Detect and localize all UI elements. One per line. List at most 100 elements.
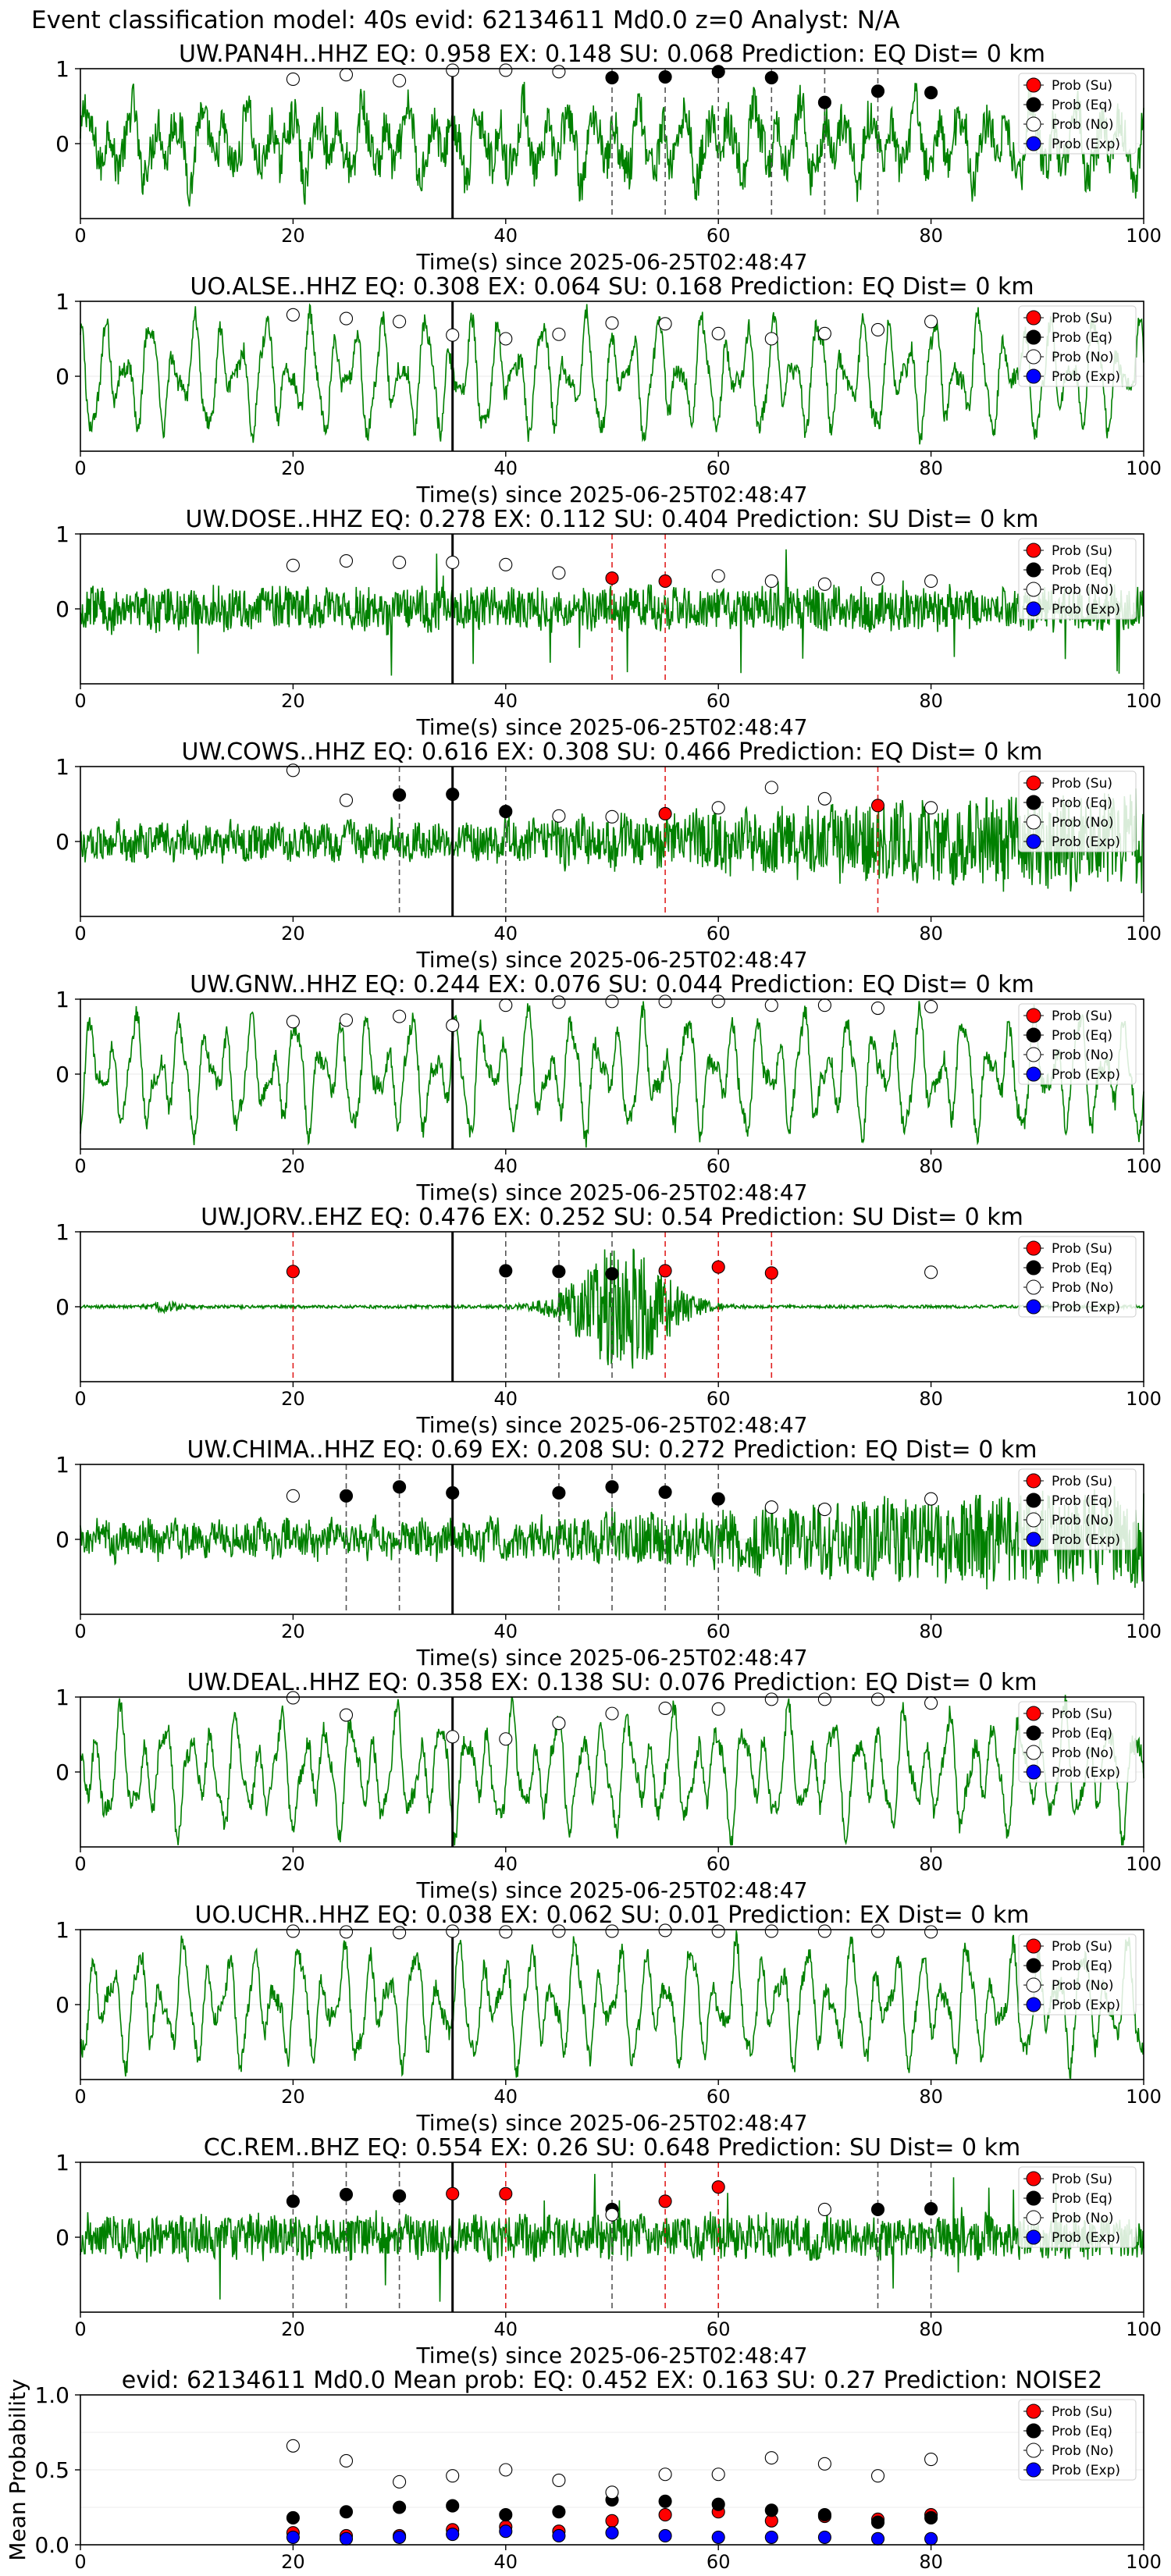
prob-marker-no xyxy=(870,322,885,337)
mean-marker-exp xyxy=(924,2532,938,2546)
legend-marker-su xyxy=(1026,2403,1041,2419)
prob-marker-no xyxy=(393,1009,407,1023)
legend-label-exp: Prob (Exp) xyxy=(1052,602,1120,617)
prob-marker-no xyxy=(658,1923,672,1937)
prob-marker-eq xyxy=(446,1485,460,1500)
prob-marker-no xyxy=(764,1924,778,1938)
y-tick-label: 0 xyxy=(55,364,69,390)
legend-label-eq: Prob (Eq) xyxy=(1052,563,1112,578)
prob-marker-su xyxy=(658,2194,672,2208)
prob-marker-eq xyxy=(605,1480,619,1494)
prob-marker-eq xyxy=(499,1264,513,1278)
panel-3: UW.COWS..HHZ EQ: 0.616 EX: 0.308 SU: 0.4… xyxy=(55,738,1162,973)
prob-marker-no xyxy=(817,1503,831,1517)
mean-marker-eq xyxy=(711,2497,725,2511)
panel-title: UO.ALSE..HHZ EQ: 0.308 EX: 0.064 SU: 0.1… xyxy=(190,273,1034,301)
y-tick-label: 0.0 xyxy=(34,2532,69,2558)
legend-marker-exp xyxy=(1026,2462,1041,2478)
prob-marker-no xyxy=(924,1000,938,1014)
mean-marker-no xyxy=(446,2469,460,2483)
x-tick-label: 60 xyxy=(707,2551,731,2573)
mean-marker-exp xyxy=(658,2528,672,2543)
prob-marker-no xyxy=(393,1926,407,1940)
prob-marker-no xyxy=(764,332,778,346)
legend-marker-su xyxy=(1026,1008,1041,1023)
x-axis-label: Time(s) since 2025-06-25T02:48:47 xyxy=(415,1179,807,1205)
y-axis-label: Mean Probability xyxy=(5,2379,30,2560)
prob-marker-no xyxy=(764,781,778,795)
x-tick-label: 100 xyxy=(1126,1388,1162,1410)
prob-marker-no xyxy=(924,574,938,589)
legend-marker-eq xyxy=(1026,1260,1041,1276)
prob-marker-eq xyxy=(339,2187,354,2201)
mean-marker-no xyxy=(764,2451,778,2465)
panel-title: UW.JORV..EHZ EQ: 0.476 EX: 0.252 SU: 0.5… xyxy=(201,1204,1023,1231)
prob-marker-eq xyxy=(605,1267,619,1281)
x-tick-label: 40 xyxy=(494,2318,518,2340)
panel-0: UW.PAN4H..HHZ EQ: 0.958 EX: 0.148 SU: 0.… xyxy=(55,41,1162,275)
x-tick-label: 40 xyxy=(494,923,518,945)
y-tick-label: 0 xyxy=(55,2225,69,2250)
prob-marker-su xyxy=(286,1265,300,1279)
prob-marker-no xyxy=(552,809,566,823)
prob-marker-eq xyxy=(393,2189,407,2203)
prob-marker-no xyxy=(499,998,513,1012)
legend-marker-exp xyxy=(1026,1764,1041,1780)
y-tick-label: 0 xyxy=(55,829,69,855)
prob-marker-no xyxy=(658,1701,672,1715)
prob-marker-no xyxy=(870,572,885,586)
figure-suptitle: Event classification model: 40s evid: 62… xyxy=(31,6,900,34)
prob-marker-no xyxy=(286,558,300,572)
x-axis-label: Time(s) since 2025-06-25T02:48:47 xyxy=(415,714,807,740)
prob-marker-eq xyxy=(286,2194,300,2208)
prob-marker-no xyxy=(817,577,831,591)
x-tick-label: 40 xyxy=(494,457,518,479)
legend-box xyxy=(1018,2166,1137,2248)
x-tick-label: 0 xyxy=(74,923,86,945)
prob-marker-no xyxy=(605,2208,619,2222)
x-tick-label: 60 xyxy=(707,690,731,712)
legend-marker-no xyxy=(1026,1279,1041,1295)
y-tick-label: 1 xyxy=(55,1452,69,1478)
prob-marker-no xyxy=(286,1015,300,1029)
prob-marker-no xyxy=(817,1692,831,1706)
legend-marker-eq xyxy=(1026,1725,1041,1741)
legend-marker-su xyxy=(1026,543,1041,558)
prob-marker-no xyxy=(924,1492,938,1506)
mean-marker-exp xyxy=(870,2532,885,2546)
x-tick-label: 60 xyxy=(707,2086,731,2108)
legend-marker-eq xyxy=(1026,2190,1041,2206)
legend-marker-no xyxy=(1026,1745,1041,1760)
prob-marker-no xyxy=(499,1925,513,1939)
x-tick-label: 0 xyxy=(74,690,86,712)
legend-label-su: Prob (Su) xyxy=(1052,2404,1112,2420)
prob-marker-no xyxy=(605,994,619,1009)
x-tick-label: 60 xyxy=(707,923,731,945)
x-tick-label: 40 xyxy=(494,1388,518,1410)
seismic-trace xyxy=(80,1930,1144,2079)
seismic-trace xyxy=(80,788,1144,894)
legend-label-no: Prob (No) xyxy=(1052,2443,1114,2459)
prob-marker-eq xyxy=(393,1480,407,1494)
y-tick-label: 1 xyxy=(55,2150,69,2176)
legend-box xyxy=(1018,770,1137,852)
legend-label-no: Prob (No) xyxy=(1052,1978,1114,1994)
prob-marker-no xyxy=(870,1692,885,1706)
prob-marker-no xyxy=(764,574,778,589)
x-tick-label: 20 xyxy=(281,457,305,479)
legend-marker-su xyxy=(1026,1706,1041,1721)
y-tick-label: 0 xyxy=(55,131,69,157)
x-tick-label: 80 xyxy=(919,2318,943,2340)
legend-label-exp: Prob (Exp) xyxy=(1052,369,1120,385)
prob-marker-no xyxy=(339,1013,354,1027)
legend-marker-no xyxy=(1026,1047,1041,1062)
x-tick-label: 20 xyxy=(281,1388,305,1410)
legend-label-no: Prob (No) xyxy=(1052,1513,1114,1528)
legend-label-exp: Prob (Exp) xyxy=(1052,1300,1120,1315)
x-tick-label: 0 xyxy=(74,2318,86,2340)
prob-marker-no xyxy=(393,555,407,570)
y-tick-label: 0 xyxy=(55,1759,69,1785)
legend-label-eq: Prob (Eq) xyxy=(1052,2191,1112,2207)
mean-marker-no xyxy=(339,2453,354,2468)
y-tick-label: 0 xyxy=(55,596,69,622)
